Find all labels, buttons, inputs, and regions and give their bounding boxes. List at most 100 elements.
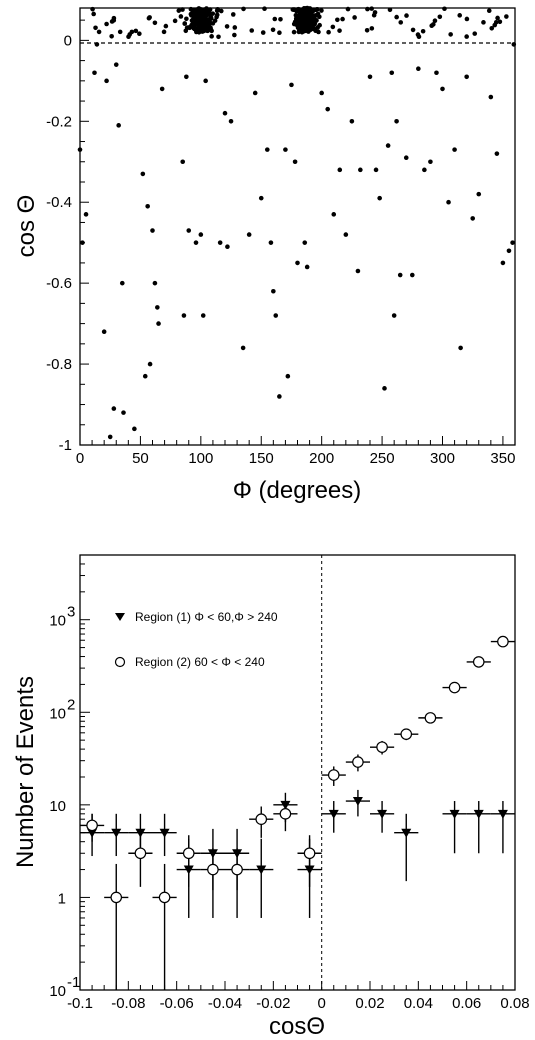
data-point-circle	[207, 863, 219, 876]
scatter-point	[111, 406, 117, 411]
data-point-triangle	[111, 828, 122, 838]
scatter-point	[224, 24, 230, 29]
scatter-point	[470, 216, 476, 221]
scatter-point	[91, 11, 96, 17]
data-point-triangle	[377, 809, 388, 819]
scatter-point	[316, 29, 321, 35]
scatter-point	[271, 288, 276, 294]
scatter-point	[495, 15, 500, 21]
scatter-point	[410, 27, 416, 33]
legend-item-region-2: Region (2) 60 < Φ < 240	[114, 655, 265, 669]
scatter-point	[156, 321, 161, 326]
scatter-point	[398, 20, 404, 25]
scatter-point	[308, 7, 314, 13]
scatter-point	[104, 21, 109, 27]
scatter-point	[367, 74, 373, 80]
scatter-point	[94, 42, 100, 47]
scatter-point	[292, 7, 297, 12]
y-tick-label-bottom: 10	[49, 705, 66, 722]
scatter-point	[476, 191, 482, 197]
scatter-point	[394, 14, 399, 20]
scatter-point	[260, 30, 266, 35]
scatter-point	[104, 78, 109, 84]
scatter-point	[208, 27, 214, 33]
data-point-triangle	[497, 809, 508, 819]
scatter-point	[510, 240, 515, 245]
scatter-point	[300, 27, 306, 33]
scatter-point	[216, 34, 221, 40]
scatter-point	[486, 8, 492, 13]
scatter-point	[252, 90, 258, 96]
scatter-point	[188, 6, 194, 12]
scatter-point	[464, 34, 469, 39]
x-tick-label-top: 150	[249, 450, 274, 467]
scatter-point	[270, 27, 276, 33]
scatter-point	[317, 14, 322, 20]
x-tick-label-bottom: -0.08	[111, 995, 145, 1012]
scatter-point	[195, 26, 201, 31]
axes-top: 0 50 100 150 200 250 300 350 0 -0.2 -0.4 -0.6 -0.8 -1	[46, 19, 516, 467]
scatter-point	[422, 167, 427, 173]
scatter-point	[178, 14, 184, 19]
data-point-circle	[303, 847, 316, 860]
scatter-point	[277, 30, 282, 36]
scatter-point	[416, 66, 421, 71]
scatter-point	[355, 268, 361, 274]
scatter-point	[273, 313, 279, 318]
scatter-point	[228, 118, 234, 124]
scatter-point	[83, 212, 89, 217]
scatter-point	[278, 16, 283, 22]
y-tick-label-top: -1	[59, 437, 72, 454]
plot-frame-top	[79, 7, 516, 446]
scatter-point	[349, 118, 355, 124]
scatter-point	[197, 19, 202, 24]
scatter-point	[183, 28, 189, 34]
y-tick-label-bottom: 1	[58, 890, 66, 907]
scatter-point	[194, 10, 200, 16]
scatter-point	[325, 106, 331, 112]
scatter-point	[147, 15, 152, 20]
scatter-point	[272, 16, 278, 22]
scatter-point	[207, 7, 213, 12]
y-tick-label-top: -0.6	[46, 275, 72, 292]
scatter-point	[457, 13, 463, 18]
scatter-point	[497, 19, 503, 25]
series-region-2	[80, 635, 515, 990]
scatter-point	[319, 8, 324, 13]
scatter-point	[155, 305, 160, 310]
scatter-point	[203, 78, 208, 84]
y-axis-title-top: cos Θ	[13, 195, 40, 258]
scatter-point	[137, 31, 142, 36]
x-tick-label-bottom: -0.04	[208, 995, 242, 1012]
data-point-circle	[86, 819, 98, 832]
scatter-point	[159, 86, 165, 92]
data-point-circle	[352, 756, 364, 768]
data-point-circle	[110, 891, 123, 904]
scatter-point	[240, 345, 246, 351]
scatter-chart-phi-cos-theta: 0 50 100 150 200 250 300 350 0 -0.2 -0.4 -0.6 -0.8 -1…	[13, 5, 517, 504]
x-tick-label-top: 250	[370, 450, 395, 467]
scatter-point	[403, 155, 409, 161]
scatter-point	[163, 23, 169, 29]
scatter-point	[472, 31, 478, 36]
scatter-point	[217, 240, 223, 245]
x-tick-label-bottom: 0.02	[355, 995, 384, 1012]
scatter-point	[319, 90, 324, 96]
scatter-point	[195, 7, 200, 12]
scatter-point	[132, 426, 137, 432]
scatter-point	[442, 6, 447, 12]
scatter-point	[345, 6, 351, 12]
scatter-point	[145, 203, 150, 209]
data-point-circle	[327, 769, 340, 781]
scatter-point	[180, 159, 186, 165]
data-point-triangle	[401, 828, 412, 838]
data-point-triangle	[159, 828, 170, 838]
scatter-point	[292, 159, 298, 165]
y-tick-label-top: -0.2	[46, 113, 72, 130]
scatter-point	[452, 147, 457, 152]
scatter-point	[448, 32, 453, 37]
scatter-point	[494, 151, 500, 156]
y-tick-exponent-bottom: -1	[67, 974, 80, 991]
scatter-point	[150, 228, 155, 233]
data-point-circle	[497, 635, 509, 648]
